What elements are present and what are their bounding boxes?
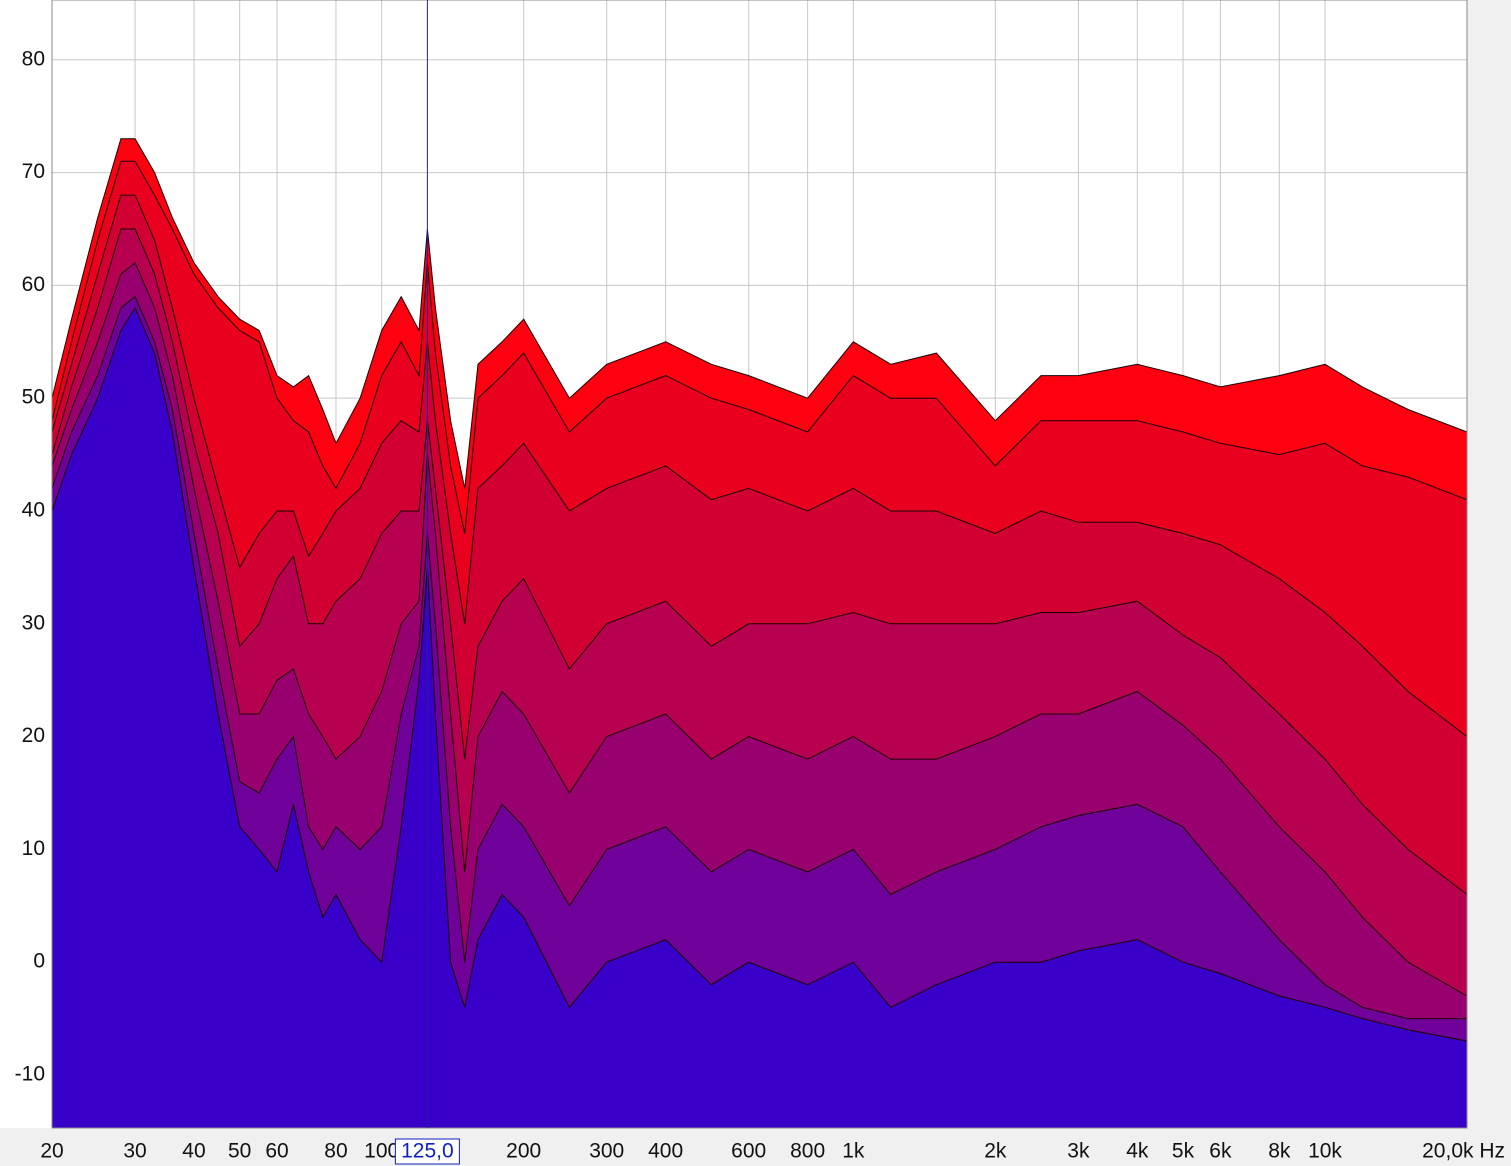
x-tick-label: 80 xyxy=(324,1140,347,1163)
x-tick-label: 400 xyxy=(648,1140,683,1163)
plot-frame xyxy=(51,0,1468,1129)
x-tick-label: 300 xyxy=(589,1140,624,1163)
y-tick-label: 60 xyxy=(22,273,45,296)
y-tick-label: 20 xyxy=(22,724,45,747)
x-tick-label: 100 xyxy=(364,1140,399,1163)
x-tick-label: 10k xyxy=(1308,1140,1342,1163)
x-tick-label: 4k xyxy=(1126,1140,1149,1163)
x-tick-label: 600 xyxy=(731,1140,766,1163)
y-tick-label: 0 xyxy=(33,950,45,973)
x-tick-label: 1k xyxy=(842,1140,865,1163)
x-tick-label: 8k xyxy=(1268,1140,1291,1163)
x-tick-label: 2k xyxy=(984,1140,1007,1163)
y-tick-label: 40 xyxy=(22,499,45,522)
x-tick-label: 20 xyxy=(40,1140,63,1163)
x-tick-label: 200 xyxy=(506,1140,541,1163)
x-tick-label: 40 xyxy=(182,1140,205,1163)
decay-area xyxy=(51,306,1468,1129)
x-tick-label: 6k xyxy=(1209,1140,1232,1163)
x-tick-label: 5k xyxy=(1172,1140,1195,1163)
y-tick-label: -10 xyxy=(15,1063,45,1086)
x-tick-label: 800 xyxy=(790,1140,825,1163)
y-tick-label: 50 xyxy=(22,386,45,409)
y-tick-label: 10 xyxy=(22,837,45,860)
x-tick-label: 50 xyxy=(228,1140,251,1163)
y-tick-label: 80 xyxy=(22,47,45,70)
cursor-label: 125,0 xyxy=(401,1140,454,1163)
right-strip xyxy=(1467,0,1511,1128)
cursor-label-box xyxy=(394,1138,460,1165)
x-axis-strip xyxy=(0,1128,1511,1166)
x-tick-label: 60 xyxy=(265,1140,288,1163)
x-tick-label: 20,0k Hz xyxy=(1422,1140,1505,1163)
x-tick-label: 3k xyxy=(1067,1140,1090,1163)
y-tick-label: 30 xyxy=(22,611,45,634)
x-tick-label: 30 xyxy=(123,1140,146,1163)
y-tick-label: 70 xyxy=(22,160,45,183)
